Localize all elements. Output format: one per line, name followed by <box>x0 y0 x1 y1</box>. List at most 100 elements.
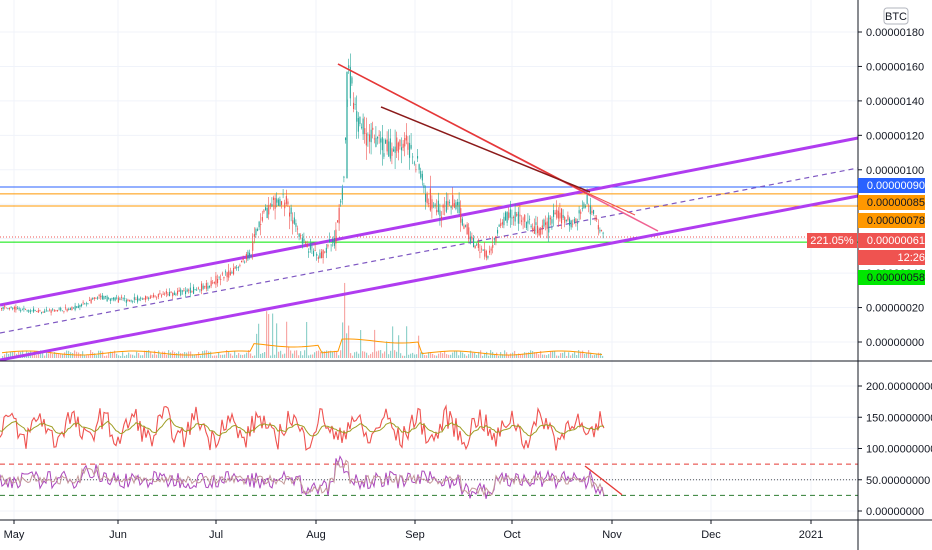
candle-body <box>287 201 289 205</box>
change-badge-label: 221.05% <box>810 235 854 247</box>
candle-body <box>359 116 361 125</box>
volume-bar <box>434 355 436 358</box>
candle-body <box>47 310 49 312</box>
candle-body <box>221 273 223 275</box>
candle-body <box>157 294 159 298</box>
candle-body <box>594 217 596 220</box>
candle-body <box>137 296 139 302</box>
volume-bar <box>502 354 504 358</box>
candle-body <box>309 244 311 250</box>
candle-body <box>26 310 28 312</box>
volume-bar <box>158 350 160 358</box>
candle-body <box>420 171 422 178</box>
time-axis-ticks[interactable]: May Jun Jul Aug Sep Oct Nov Dec 2021 <box>4 520 824 541</box>
candle-body <box>87 303 89 305</box>
candle-body <box>585 206 587 208</box>
candle-body <box>170 291 172 293</box>
candle-body <box>23 308 25 310</box>
candle-body <box>330 244 332 246</box>
candle-body <box>199 289 201 291</box>
candle-body <box>466 224 468 235</box>
volume-bar <box>2 355 4 358</box>
candle-body <box>349 67 351 99</box>
candle-body <box>194 289 196 291</box>
candle-body <box>154 296 156 298</box>
volume-bar <box>476 354 478 358</box>
volume-bar <box>130 354 132 358</box>
candle-body <box>202 285 204 289</box>
volume-bar <box>46 352 48 358</box>
candle-body <box>481 248 483 250</box>
candle-body <box>100 295 102 298</box>
candle-body <box>505 212 507 221</box>
volume-bar <box>222 354 224 358</box>
volume-bar <box>396 351 398 358</box>
candle-body <box>153 294 155 297</box>
candle-body <box>316 253 318 256</box>
candle-body <box>212 282 214 284</box>
candle-body <box>225 271 227 273</box>
volume-bar <box>100 350 102 358</box>
trend-line-dark <box>380 106 591 193</box>
candle-body <box>319 252 321 259</box>
candle-body <box>114 297 116 301</box>
channel-upper-line <box>0 136 859 307</box>
volume-bar <box>420 352 422 358</box>
volume-bar <box>210 351 212 358</box>
volume-bar <box>376 351 378 358</box>
volume-bar <box>384 351 386 358</box>
volume-bar <box>226 350 228 358</box>
candle-body <box>516 213 518 216</box>
candle-body <box>74 305 76 310</box>
volume-bar <box>196 354 198 358</box>
candle-body <box>266 208 268 219</box>
volume-bar <box>318 350 320 358</box>
price-tick-label: 0.00000120 <box>866 130 924 142</box>
candle-body <box>455 202 457 209</box>
candle-body <box>281 201 283 205</box>
candle-body <box>305 242 307 244</box>
volume-bar <box>450 354 452 358</box>
candle-body <box>389 138 391 159</box>
candle-body <box>353 102 355 109</box>
candle-body <box>132 300 134 302</box>
volume-bar <box>122 352 124 358</box>
candle-body <box>508 212 510 219</box>
candle-body <box>76 306 78 308</box>
volume-bar <box>392 326 394 358</box>
candle-body <box>362 118 364 135</box>
candle-body <box>599 229 601 232</box>
candle-body <box>532 227 534 231</box>
volume-bar <box>4 354 6 358</box>
candle-body <box>161 295 163 297</box>
candle-body <box>525 221 527 229</box>
candle-body <box>205 283 207 289</box>
volume-bar <box>290 350 292 358</box>
candle-body <box>141 298 143 300</box>
currency-label[interactable]: BTC <box>883 7 909 25</box>
candle-body <box>236 267 238 269</box>
candle-body <box>437 200 439 213</box>
volume-bar <box>114 350 116 358</box>
candle-body <box>321 251 323 259</box>
volume-bar <box>562 352 564 358</box>
time-tick-label: Jun <box>109 529 127 541</box>
volume-bar <box>334 350 336 358</box>
volume-bar <box>240 354 242 358</box>
candle-body <box>421 173 423 181</box>
candle-body <box>135 299 137 300</box>
candle-body <box>263 210 265 213</box>
candle-body <box>133 297 135 300</box>
volume-bar <box>302 355 304 358</box>
volume-bar <box>472 352 474 358</box>
candle-body <box>418 164 420 170</box>
volume-bar <box>466 355 468 358</box>
indicator-tick-label: 150.00000000 <box>866 412 932 424</box>
volume-bar <box>454 351 456 358</box>
volume-bar <box>344 282 346 358</box>
candle-body <box>21 308 23 310</box>
volume-bar <box>364 351 366 358</box>
time-tick-label: May <box>4 529 25 541</box>
candle-body <box>250 255 252 257</box>
